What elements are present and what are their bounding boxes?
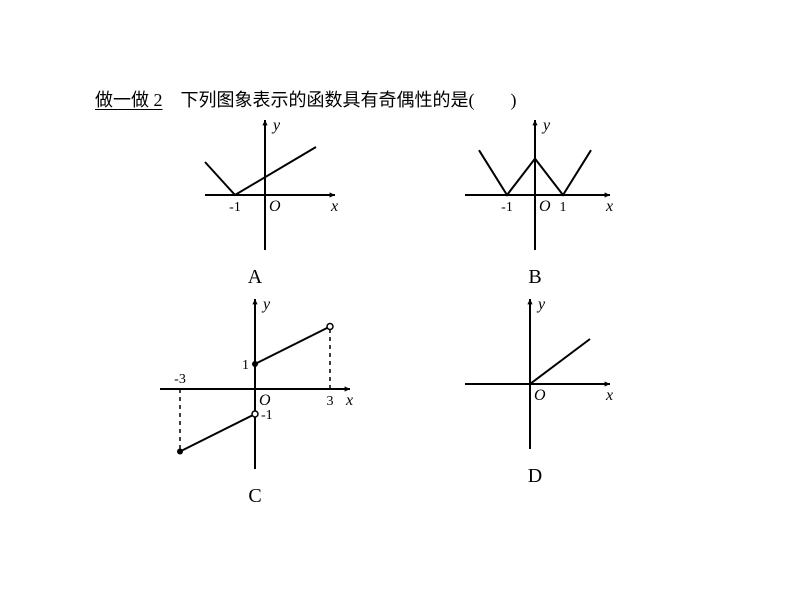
svg-text:1: 1 <box>560 200 567 215</box>
svg-text:-3: -3 <box>174 372 186 387</box>
svg-text:x: x <box>605 198 613 215</box>
svg-text:-1: -1 <box>261 408 273 423</box>
chart-cell-C: x y O -3 3 1 -1 C <box>145 289 365 508</box>
chart-label-D: D <box>528 465 542 488</box>
chart-A: x y O -1 <box>165 110 345 260</box>
chart-cell-D: x y O D <box>425 289 645 508</box>
question-text: 下列图象表示的函数具有奇偶性的是( ) <box>163 90 517 110</box>
svg-text:x: x <box>345 392 353 409</box>
chart-B: x y O -1 1 <box>445 110 625 260</box>
chart-label-C: C <box>248 485 261 508</box>
svg-text:x: x <box>605 387 613 404</box>
chart-row-1: x y O -1 A x y O -1 1 B <box>95 110 695 289</box>
question-prefix: 做一做 2 <box>95 90 163 110</box>
svg-text:y: y <box>541 117 551 134</box>
svg-text:y: y <box>261 296 271 313</box>
svg-text:3: 3 <box>327 394 334 409</box>
svg-text:-1: -1 <box>501 200 513 215</box>
chart-row-2: x y O -3 3 1 -1 C x y O D <box>95 289 695 508</box>
svg-text:x: x <box>330 198 338 215</box>
svg-text:y: y <box>271 117 281 134</box>
chart-cell-B: x y O -1 1 B <box>425 110 645 289</box>
question-line: 做一做 2 下列图象表示的函数具有奇偶性的是( ) <box>95 86 517 112</box>
chart-cell-A: x y O -1 A <box>145 110 365 289</box>
svg-text:O: O <box>534 387 546 404</box>
chart-grid: xyO-1 A xyO-11 B xyO-331-1 C xyO D <box>95 110 695 508</box>
svg-text:O: O <box>539 198 551 215</box>
svg-text:O: O <box>259 392 271 409</box>
chart-label-B: B <box>528 266 541 289</box>
svg-text:1: 1 <box>242 358 249 373</box>
chart-C: x y O -3 3 1 -1 <box>145 289 365 479</box>
svg-text:-1: -1 <box>229 200 241 215</box>
chart-label-A: A <box>248 266 262 289</box>
svg-text:O: O <box>269 198 281 215</box>
chart-D: x y O <box>445 289 625 459</box>
svg-text:y: y <box>536 296 546 313</box>
